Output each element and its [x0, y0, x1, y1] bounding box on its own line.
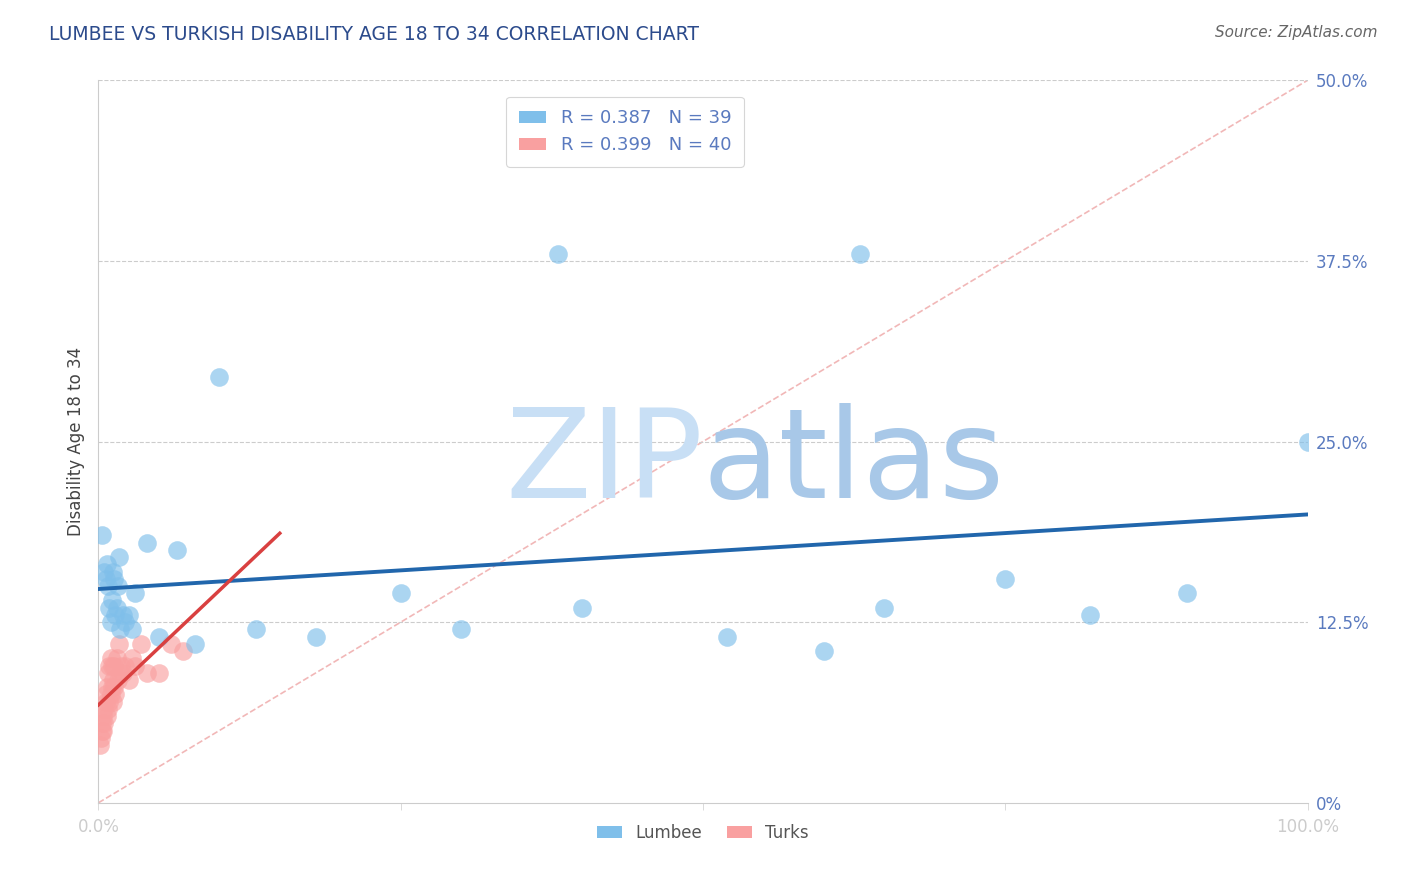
Point: [103, 680, 125, 694]
Point: [111, 607, 134, 622]
Point: [103, 572, 125, 586]
Point: [108, 550, 131, 565]
Point: [93, 565, 115, 579]
Point: [97, 665, 120, 680]
Y-axis label: Disability Age 18 to 34: Disability Age 18 to 34: [66, 347, 84, 536]
Point: [148, 630, 170, 644]
Point: [98, 658, 121, 673]
Point: [104, 607, 127, 622]
Point: [114, 658, 136, 673]
Point: [91, 709, 114, 723]
Point: [101, 565, 124, 579]
Text: Source: ZipAtlas.com: Source: ZipAtlas.com: [1215, 25, 1378, 40]
Point: [305, 630, 328, 644]
Point: [813, 644, 835, 658]
Point: [96, 709, 118, 723]
Point: [184, 637, 207, 651]
Point: [135, 665, 157, 680]
Point: [114, 615, 136, 630]
Point: [849, 246, 872, 260]
Point: [90, 731, 112, 745]
Point: [108, 665, 131, 680]
Point: [107, 673, 129, 687]
Point: [118, 607, 141, 622]
Point: [94, 695, 117, 709]
Point: [208, 369, 231, 384]
Point: [91, 723, 114, 738]
Point: [100, 615, 122, 630]
Point: [103, 658, 125, 673]
Point: [93, 716, 115, 731]
Point: [98, 600, 121, 615]
Point: [110, 658, 132, 673]
Point: [101, 695, 124, 709]
Point: [101, 673, 124, 687]
Point: [135, 535, 157, 549]
Point: [389, 586, 412, 600]
Point: [94, 687, 117, 701]
Point: [148, 665, 170, 680]
Text: ZIP: ZIP: [505, 402, 703, 524]
Point: [124, 658, 146, 673]
Point: [129, 637, 152, 651]
Point: [105, 651, 128, 665]
Point: [716, 630, 738, 644]
Point: [547, 246, 569, 260]
Point: [91, 716, 114, 731]
Point: [100, 680, 122, 694]
Point: [160, 637, 183, 651]
Point: [450, 623, 472, 637]
Point: [108, 637, 131, 651]
Point: [105, 600, 128, 615]
Point: [96, 680, 118, 694]
Point: [121, 623, 143, 637]
Text: LUMBEE VS TURKISH DISABILITY AGE 18 TO 34 CORRELATION CHART: LUMBEE VS TURKISH DISABILITY AGE 18 TO 3…: [49, 25, 699, 44]
Point: [100, 651, 122, 665]
Point: [166, 542, 188, 557]
Point: [107, 579, 129, 593]
Point: [98, 695, 121, 709]
Point: [93, 702, 115, 716]
Legend: Lumbee, Turks: Lumbee, Turks: [591, 817, 815, 848]
Point: [94, 572, 117, 586]
Point: [96, 558, 118, 572]
Point: [873, 600, 896, 615]
Point: [172, 644, 194, 658]
Point: [97, 702, 120, 716]
Point: [994, 572, 1017, 586]
Point: [1078, 607, 1101, 622]
Point: [1175, 586, 1198, 600]
Point: [124, 586, 146, 600]
Point: [121, 651, 143, 665]
Point: [91, 528, 114, 542]
Point: [91, 723, 114, 738]
Point: [97, 579, 120, 593]
Point: [108, 623, 131, 637]
Point: [104, 687, 127, 701]
Point: [100, 593, 122, 607]
Point: [571, 600, 593, 615]
Point: [100, 687, 122, 701]
Point: [89, 738, 111, 752]
Point: [111, 665, 134, 680]
Point: [245, 623, 267, 637]
Point: [1296, 434, 1319, 449]
Point: [100, 658, 122, 673]
Point: [118, 673, 141, 687]
Text: atlas: atlas: [703, 402, 1005, 524]
